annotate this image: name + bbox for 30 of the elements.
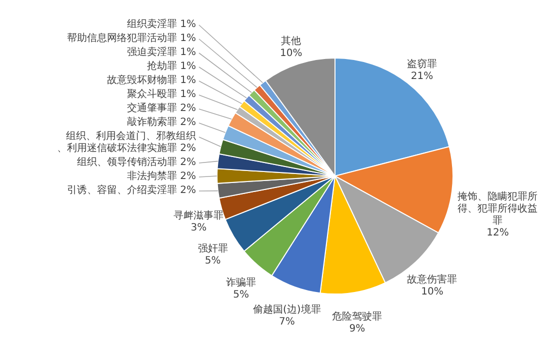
data-label: 10% <box>280 48 302 59</box>
data-label: 12% <box>486 228 509 239</box>
slice-label: 组织、领导传销活动罪 2% <box>76 156 196 168</box>
slice-label: 帮助信息网络犯罪活动罪 1% <box>66 32 196 44</box>
slice-label: 强迫卖淫罪 1% <box>126 46 196 58</box>
slice-label: 组织卖淫罪 1% <box>126 18 196 30</box>
slice-label: 组织、利用会道门、邪教组织、利用迷信破坏法律实施罪 2% <box>56 130 196 154</box>
data-label: 21% <box>410 70 434 82</box>
data-label: 3% <box>190 222 207 234</box>
slice-label: 其他 <box>281 34 302 47</box>
slice-label: 非法拘禁罪 2% <box>126 170 196 182</box>
data-label: 9% <box>349 323 366 334</box>
slice-label: 聚众斗殴罪 1% <box>126 88 196 100</box>
slice-label: 诈骗罪 <box>226 276 256 289</box>
slice-label: 偷越国(边)境罪 <box>252 304 321 316</box>
data-label: 10% <box>421 286 444 298</box>
slice-label: 寻衅滋事罪 <box>174 210 224 222</box>
slice-label: 交通肇事罪 2% <box>126 102 196 114</box>
data-label: 5% <box>204 255 221 266</box>
data-label: 5% <box>233 290 250 301</box>
slice-label: 故意毁坏财物罪 1% <box>106 74 196 86</box>
slice-label: 强奸罪 <box>198 243 228 254</box>
slice-label: 引诱、容留、介绍卖淫罪 2% <box>66 184 196 196</box>
slice-label: 盗窃罪 <box>407 58 438 70</box>
slice-label: 危险驾驶罪 <box>332 310 382 322</box>
slice-label: 掩饰、隐瞒犯罪所得、犯罪所得收益罪 <box>458 190 538 227</box>
data-label: 7% <box>278 316 295 328</box>
slice-label: 敲诈勒索罪 2% <box>126 116 196 128</box>
slice-label: 抢劫罪 1% <box>146 60 196 72</box>
slice-label: 故意伤害罪 <box>407 274 458 286</box>
